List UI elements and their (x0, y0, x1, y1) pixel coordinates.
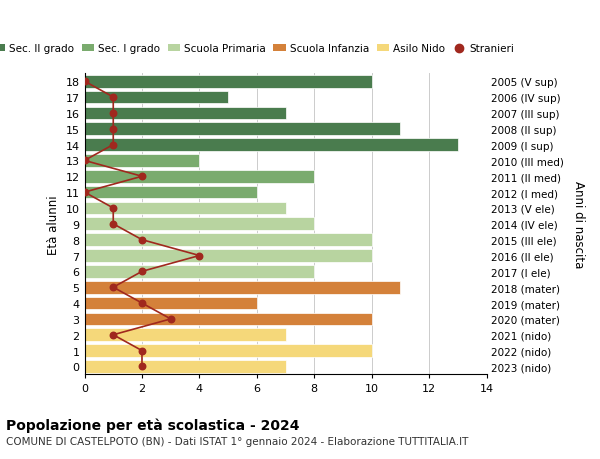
Bar (85, 313, 372, 325)
Bar (85, 91, 228, 104)
Bar (85, 250, 372, 262)
Point (194, 252, 204, 260)
Bar (85, 202, 286, 215)
Y-axis label: Anni di nascita: Anni di nascita (572, 181, 585, 268)
Point (109, 331, 118, 339)
Point (137, 300, 147, 307)
Point (137, 173, 147, 180)
Text: COMUNE DI CASTELPOTO (BN) - Dati ISTAT 1° gennaio 2024 - Elaborazione TUTTITALIA: COMUNE DI CASTELPOTO (BN) - Dati ISTAT 1… (6, 436, 469, 446)
Point (137, 363, 147, 370)
Point (137, 268, 147, 275)
Point (109, 126, 118, 133)
Bar (85, 218, 314, 230)
Bar (85, 265, 314, 278)
Point (166, 315, 175, 323)
Point (80, 78, 89, 86)
Bar (85, 139, 458, 151)
Point (109, 221, 118, 228)
Point (137, 236, 147, 244)
Bar (85, 186, 257, 199)
Y-axis label: Età alunni: Età alunni (47, 195, 60, 254)
Bar (85, 155, 199, 168)
Legend: Sec. II grado, Sec. I grado, Scuola Primaria, Scuola Infanzia, Asilo Nido, Stran: Sec. II grado, Sec. I grado, Scuola Prim… (0, 40, 518, 58)
Point (109, 110, 118, 118)
Point (109, 205, 118, 212)
Bar (85, 107, 286, 120)
Bar (85, 76, 372, 88)
Bar (85, 297, 257, 310)
Point (80, 157, 89, 165)
Bar (85, 171, 314, 183)
Bar (85, 360, 286, 373)
Point (109, 141, 118, 149)
Bar (85, 281, 400, 294)
Bar (85, 329, 286, 341)
Bar (85, 234, 372, 246)
Point (109, 94, 118, 101)
Bar (85, 345, 372, 357)
Point (80, 189, 89, 196)
Point (137, 347, 147, 354)
Point (109, 284, 118, 291)
Bar (85, 123, 400, 136)
Text: Popolazione per età scolastica - 2024: Popolazione per età scolastica - 2024 (6, 418, 299, 432)
